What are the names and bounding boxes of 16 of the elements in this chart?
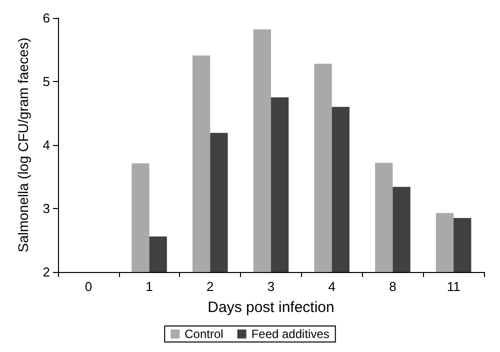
x-tick-label: 3 <box>267 279 275 294</box>
x-tick-label: 2 <box>206 279 214 294</box>
x-tick-label: 8 <box>389 279 396 294</box>
y-tick-label: 3 <box>42 201 50 216</box>
y-tick-label: 2 <box>42 264 50 280</box>
legend-label: Control <box>184 327 224 341</box>
x-tick-label: 4 <box>328 279 336 294</box>
y-tick-label: 5 <box>42 74 50 89</box>
legend-label: Feed additives <box>251 327 330 341</box>
x-tick-label: 0 <box>84 279 92 294</box>
y-tick-label: 6 <box>42 10 50 26</box>
x-axis-title: Days post infection <box>208 299 334 316</box>
y-tick-label: 4 <box>42 138 50 152</box>
x-tick-label: 1 <box>146 279 153 294</box>
y-axis-title: Salmonella (log CFU/gram faeces) <box>15 38 31 252</box>
x-tick-label: 11 <box>446 279 460 294</box>
